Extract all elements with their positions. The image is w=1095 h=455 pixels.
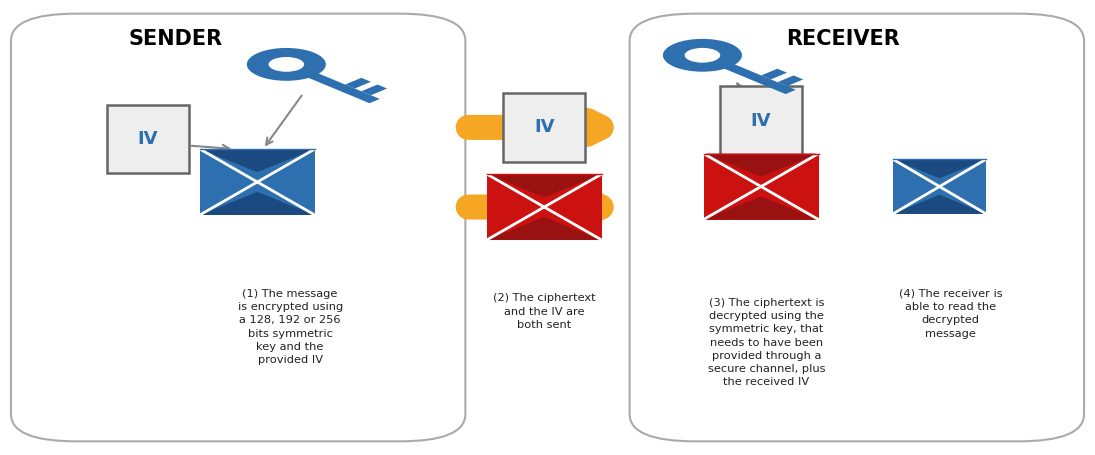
Polygon shape <box>307 73 380 103</box>
Polygon shape <box>892 195 986 214</box>
Text: (2) The ciphertext
and the IV are
both sent: (2) The ciphertext and the IV are both s… <box>493 293 596 330</box>
Text: IV: IV <box>751 111 771 130</box>
Polygon shape <box>892 159 986 178</box>
Polygon shape <box>723 64 796 94</box>
Text: (4) The receiver is
able to read the
decrypted
message: (4) The receiver is able to read the dec… <box>899 289 1002 339</box>
Polygon shape <box>892 159 986 214</box>
Text: (1) The message
is encrypted using
a 128, 192 or 256
bits symmetric
key and the
: (1) The message is encrypted using a 128… <box>238 289 343 365</box>
Circle shape <box>268 57 304 72</box>
Polygon shape <box>761 69 787 80</box>
Circle shape <box>684 48 721 63</box>
Polygon shape <box>486 174 602 240</box>
Polygon shape <box>703 154 818 220</box>
FancyBboxPatch shape <box>11 14 465 441</box>
Polygon shape <box>486 217 602 240</box>
Polygon shape <box>345 78 371 89</box>
Polygon shape <box>199 149 315 215</box>
FancyBboxPatch shape <box>721 86 802 155</box>
Text: IV: IV <box>138 130 158 148</box>
FancyBboxPatch shape <box>630 14 1084 441</box>
Circle shape <box>662 39 742 72</box>
Circle shape <box>246 48 326 81</box>
Text: (3) The ciphertext is
decrypted using the
symmetric key, that
needs to have been: (3) The ciphertext is decrypted using th… <box>707 298 826 387</box>
Polygon shape <box>777 76 804 86</box>
Text: SENDER: SENDER <box>128 29 222 49</box>
FancyBboxPatch shape <box>107 105 188 173</box>
Polygon shape <box>486 174 602 197</box>
Polygon shape <box>703 197 818 220</box>
Text: RECEIVER: RECEIVER <box>786 29 900 49</box>
Polygon shape <box>199 149 315 172</box>
Text: IV: IV <box>534 118 554 136</box>
Polygon shape <box>703 154 818 177</box>
Polygon shape <box>199 192 315 215</box>
Polygon shape <box>361 85 388 95</box>
FancyBboxPatch shape <box>504 93 585 162</box>
